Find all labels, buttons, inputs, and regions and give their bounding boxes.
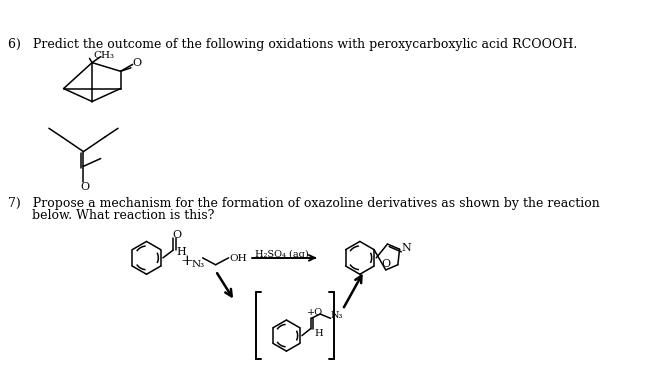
Text: 6)   Predict the outcome of the following oxidations with peroxycarboxylic acid : 6) Predict the outcome of the following … xyxy=(9,38,578,51)
Text: O: O xyxy=(80,182,89,192)
Text: O: O xyxy=(173,230,182,240)
Text: H: H xyxy=(314,329,323,338)
Text: O: O xyxy=(133,58,142,68)
Text: CH₃: CH₃ xyxy=(94,51,115,60)
Text: N₃: N₃ xyxy=(330,312,343,320)
Text: 7)   Propose a mechanism for the formation of oxazoline derivatives as shown by : 7) Propose a mechanism for the formation… xyxy=(9,197,600,209)
Text: N₃: N₃ xyxy=(192,260,204,269)
Text: N: N xyxy=(401,243,411,253)
Text: below. What reaction is this?: below. What reaction is this? xyxy=(9,209,215,222)
Text: +: + xyxy=(180,253,193,267)
Text: +O: +O xyxy=(307,308,323,317)
Text: H: H xyxy=(176,247,186,257)
Text: O: O xyxy=(381,259,391,269)
Text: OH: OH xyxy=(229,253,247,262)
Text: H₂SO₄ (aq): H₂SO₄ (aq) xyxy=(255,250,309,259)
